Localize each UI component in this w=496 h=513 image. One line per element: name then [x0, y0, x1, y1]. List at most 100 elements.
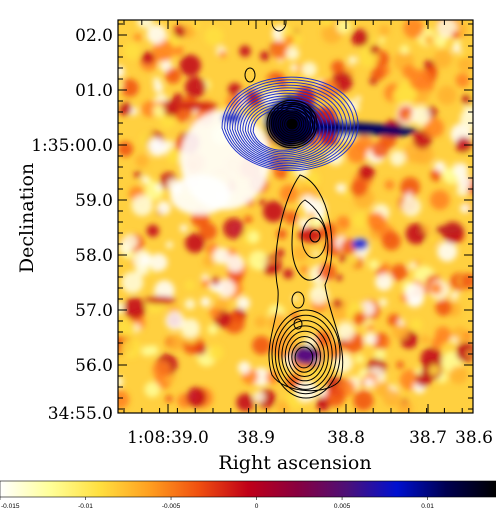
- noise-blob: [152, 104, 165, 117]
- noise-blob: [429, 190, 450, 210]
- noise-blob: [247, 231, 260, 243]
- noise-blob: [348, 253, 360, 266]
- noise-blob: [156, 200, 171, 216]
- noise-blob: [363, 332, 377, 346]
- knot-emission: [352, 238, 368, 250]
- noise-blob: [312, 250, 320, 257]
- colorbar-tick-label: -0.01: [78, 503, 93, 510]
- noise-blob: [207, 324, 218, 335]
- noise-blob: [452, 44, 462, 53]
- x-tick-label: 1:08:39.0: [127, 428, 209, 448]
- contour-line: [231, 87, 344, 165]
- x-tick-labels: 1:08:39.0 38.9 38.8 38.7 38.6: [127, 428, 493, 448]
- noise-blob: [144, 381, 161, 398]
- noise-blob: [154, 280, 175, 301]
- noise-blob: [381, 231, 401, 251]
- noise-blob: [118, 319, 136, 338]
- noise-blob: [152, 39, 175, 62]
- contour-line: [268, 174, 344, 392]
- noise-blob: [184, 76, 207, 98]
- colorbar-tick-label: 0.01: [421, 503, 434, 510]
- noise-blob: [180, 318, 200, 338]
- contour-line: [284, 116, 300, 132]
- contour-line: [268, 101, 316, 147]
- noise-blob: [460, 108, 473, 129]
- contour-line: [271, 309, 341, 399]
- y-tick-label: 56.0: [75, 356, 113, 376]
- contour-line: [224, 79, 355, 170]
- noise-blob: [399, 44, 410, 55]
- y-tick-label: 59.0: [75, 191, 113, 211]
- noise-blob: [236, 296, 251, 311]
- noise-blob: [429, 282, 442, 295]
- noise-blob: [355, 95, 362, 103]
- noise-blob: [401, 188, 409, 196]
- contour-line: [294, 346, 314, 369]
- noise-blob: [401, 196, 421, 217]
- noise-blob: [121, 338, 142, 359]
- noise-blob: [118, 241, 132, 255]
- noise-blob: [148, 137, 168, 157]
- x-tick-label: 38.6: [455, 428, 493, 448]
- noise-blob: [437, 241, 458, 262]
- noise-blob: [453, 38, 461, 46]
- contour-line: [291, 199, 329, 281]
- noise-blob: [410, 318, 423, 331]
- contour-line: [293, 318, 303, 330]
- noise-blob: [378, 37, 385, 44]
- noise-blob: [389, 150, 406, 167]
- noise-blob: [369, 229, 380, 240]
- noise-blob: [366, 323, 374, 331]
- noise-blob: [303, 335, 317, 349]
- noise-blob: [118, 102, 132, 116]
- noise-blob: [262, 200, 285, 223]
- noise-blob: [259, 51, 270, 61]
- noise-blob: [420, 347, 443, 370]
- noise-blob: [226, 254, 245, 273]
- contour-line: [221, 76, 359, 172]
- noise-blob: [123, 297, 146, 320]
- y-tick-label: 1:35:00.0: [31, 136, 113, 156]
- noise-blob: [284, 210, 298, 225]
- noise-blob: [168, 335, 185, 351]
- noise-blob: [451, 31, 460, 40]
- noise-blob: [355, 354, 365, 364]
- contour-line: [284, 330, 325, 382]
- noise-blob: [423, 117, 444, 138]
- noise-blob: [429, 169, 442, 182]
- noise-blob: [321, 20, 334, 27]
- contour-line: [244, 67, 256, 83]
- noise-blob: [139, 254, 150, 266]
- noise-blob: [285, 46, 300, 61]
- core-peak: [287, 119, 297, 129]
- noise-blob: [292, 294, 299, 302]
- noise-blob: [293, 63, 304, 73]
- noise-blob: [208, 344, 224, 361]
- noise-blob: [318, 262, 337, 281]
- heatmap-blobs: [118, 20, 473, 413]
- contour-line: [291, 341, 318, 373]
- streak-emission: [174, 102, 218, 110]
- noise-blob: [141, 51, 155, 65]
- streak-emission: [436, 225, 464, 235]
- colorbar: -0.015 -0.01 -0.005 0 0.005 0.01: [0, 480, 496, 510]
- noise-blob: [428, 235, 437, 244]
- contour-line: [270, 103, 314, 145]
- noise-blob: [335, 183, 345, 193]
- noise-blob: [460, 203, 470, 214]
- noise-blob: [390, 264, 408, 281]
- noise-blob: [289, 64, 298, 72]
- noise-blob: [279, 184, 298, 203]
- noise-blob: [403, 20, 424, 39]
- noise-blob: [351, 29, 369, 47]
- noise-blob: [219, 50, 227, 58]
- noise-blob: [415, 371, 432, 387]
- noise-blob: [355, 134, 373, 153]
- contour-line: [273, 106, 311, 142]
- contour-line: [229, 84, 348, 167]
- noise-blob: [270, 40, 290, 60]
- noise-blob: [431, 337, 443, 349]
- noise-blob: [363, 377, 375, 389]
- noise-blob: [433, 49, 452, 69]
- noise-blob: [269, 258, 276, 265]
